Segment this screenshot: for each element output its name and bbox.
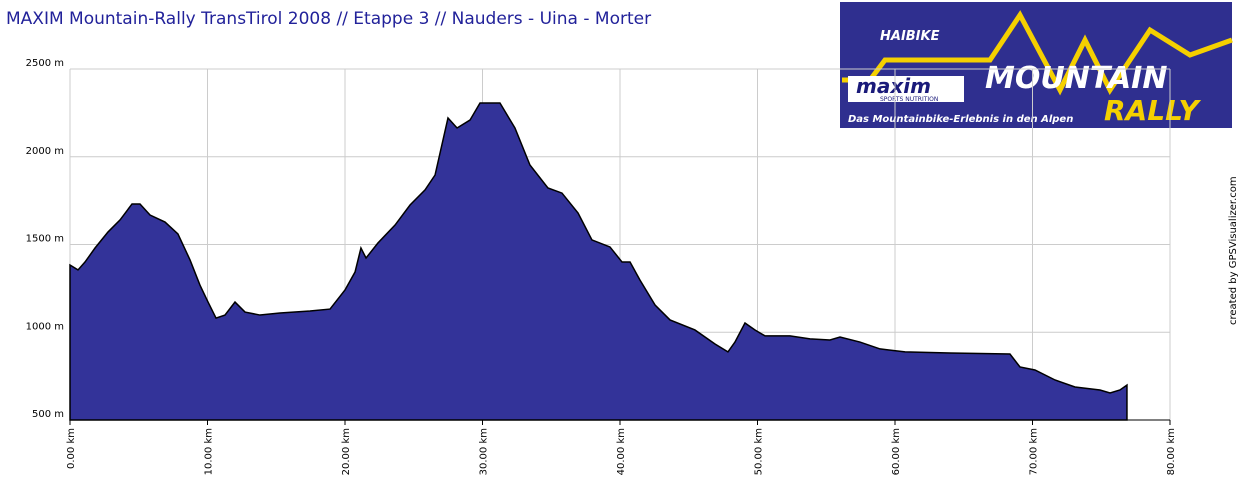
logo-zigzag: [842, 10, 1233, 96]
logo-background: [840, 2, 1232, 128]
credit: created by GPSVisualizer.com: [1228, 176, 1239, 325]
logo-brand: HAIBIKE: [880, 29, 940, 44]
logo-sponsor: maxim: [856, 74, 931, 98]
x-tick-label: 10.00 km: [204, 428, 215, 475]
x-tick-label: 50.00 km: [754, 428, 765, 475]
logo: HAIBIKE maxim SPORTS NUTRITION MOUNTAIN …: [840, 2, 1233, 128]
chart-title: MAXIM Mountain-Rally TransTirol 2008 // …: [6, 9, 651, 29]
y-tick-label: 2000 m: [26, 146, 64, 157]
x-tick-label: 70.00 km: [1029, 428, 1040, 475]
y-tick-label: 2500 m: [26, 58, 64, 69]
x-tick-label: 40.00 km: [616, 428, 627, 475]
x-tick-label: 30.00 km: [479, 428, 490, 475]
y-tick-label: 500 m: [32, 409, 64, 420]
x-tick-label: 20.00 km: [341, 428, 352, 475]
x-tick-label: 80.00 km: [1166, 428, 1177, 475]
x-tick-label: 60.00 km: [891, 428, 902, 475]
logo-word2: RALLY: [1104, 94, 1202, 127]
elevation-area: [69, 102, 1128, 421]
logo-sponsor-tagline: SPORTS NUTRITION: [880, 96, 938, 103]
logo-sponsor-box: [848, 76, 964, 102]
y-tick-label: 1000 m: [26, 321, 64, 332]
y-tick-label: 1500 m: [26, 234, 64, 245]
x-tick-label: 0.00 km: [66, 428, 77, 469]
logo-slogan: Das Mountainbike-Erlebnis in den Alpen: [848, 114, 1073, 125]
logo-word1: MOUNTAIN: [985, 61, 1167, 96]
